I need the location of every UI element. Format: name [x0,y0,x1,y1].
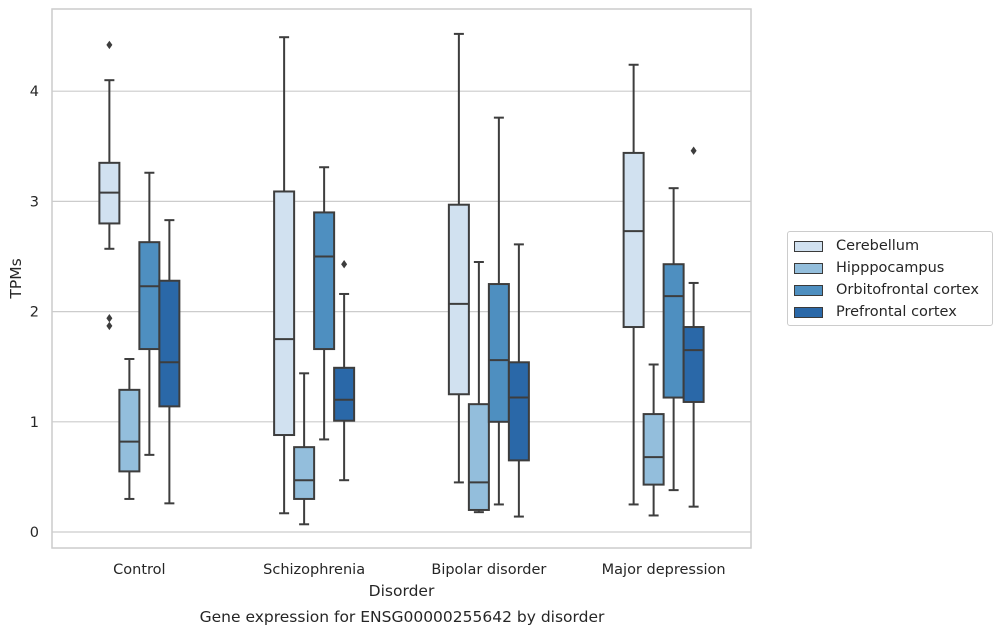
box [98,40,121,331]
plot-frame [51,8,752,549]
box-body [467,403,490,511]
box-body [313,211,336,351]
box-body [622,151,645,329]
box-body [487,283,510,423]
x-tick-label: Control [113,562,165,578]
figure-caption: Gene expression for ENSG00000255642 by d… [200,608,605,626]
box-body [293,446,316,500]
y-tick-label: 2 [30,305,39,321]
x-tick-label: Major depression [602,562,726,578]
legend-swatch [794,240,823,252]
box [118,357,141,500]
x-tick-label: Bipolar disorder [431,562,546,578]
legend-label: Orbitofrontal cortex [836,282,979,298]
box-body [642,413,665,486]
legend-swatch [794,284,823,296]
outlier-point [106,40,113,50]
box [158,219,181,505]
legend-item-orbitofrontal-cortex: Orbitofrontal cortex [794,281,979,299]
y-tick-label: 1 [30,415,39,431]
box [662,187,685,492]
legend-label: Prefrontal cortex [836,304,957,320]
box-body [273,190,296,437]
legend-swatch [794,262,823,274]
box-body [507,361,530,462]
y-tick-label: 0 [30,525,39,541]
box-body [118,388,141,473]
box [622,63,645,506]
y-tick-label: 4 [30,84,39,100]
box [682,146,705,508]
box [487,116,510,506]
legend-label: Cerebellum [836,238,920,254]
box-body [333,366,356,422]
box [333,260,356,482]
outlier-point [690,146,697,155]
legend-item-cerebellum: Cerebellum [794,237,919,255]
legend-swatch [794,306,823,318]
box-body [158,279,181,408]
box-body [662,263,685,399]
box-body [138,241,161,351]
outlier-point [106,321,113,331]
box [138,171,161,456]
legend-item-hippocampus: Hipppocampus [794,259,944,277]
box [507,243,530,518]
box [293,372,316,526]
legend: Cerebellum Hipppocampus Orbitofrontal co… [787,231,993,326]
x-tick-labels: Control Schizophrenia Bipolar disorder Majo… [113,562,725,578]
box-body [682,326,705,403]
box-marks [98,32,705,526]
box [642,363,665,517]
outlier-point [106,314,113,323]
legend-label: Hipppocampus [836,260,945,276]
box [313,166,336,441]
x-axis-label: Disorder [369,582,435,600]
x-tick-label: Schizophrenia [263,562,365,578]
box-body [447,203,470,396]
box [273,36,296,515]
outlier-point [341,260,348,269]
y-tick-label: 3 [30,194,39,210]
box [447,32,470,484]
legend-item-prefrontal-cortex: Prefrontal cortex [794,303,957,321]
y-axis-label: TPMs [7,258,25,299]
y-tick-labels: 0 1 2 3 4 [30,84,39,541]
box [467,261,490,514]
